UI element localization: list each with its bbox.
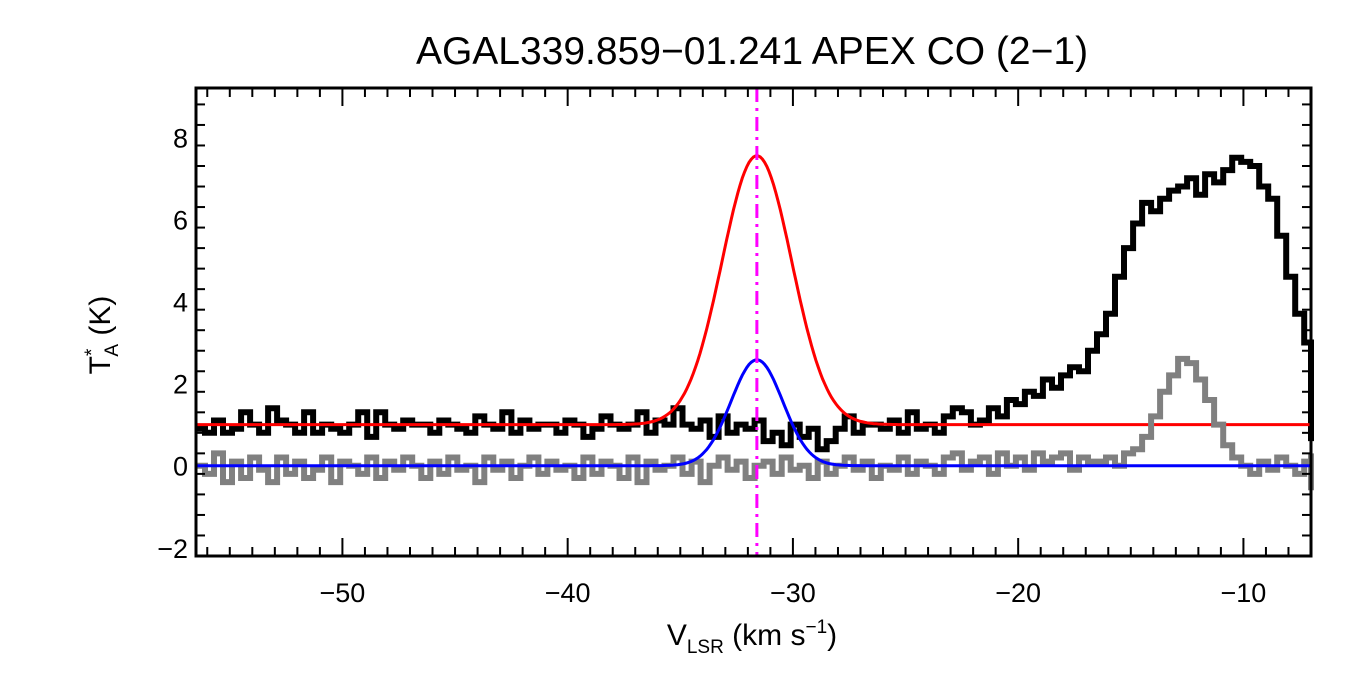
- y-tick-label: 4: [173, 287, 188, 317]
- plot-frame: [194, 86, 1313, 558]
- fit-series-3: [196, 358, 1311, 468]
- y-tick-label: 6: [173, 205, 188, 235]
- x-axis-label: VLSR (km s−1): [667, 617, 837, 658]
- y-tick-label: −2: [157, 534, 188, 564]
- x-tick-label: −40: [545, 578, 591, 608]
- x-tick-label: −10: [1221, 578, 1267, 608]
- y-tick-label: 2: [173, 370, 188, 400]
- data-layer: [196, 88, 1314, 556]
- chart-title: AGAL339.859−01.241 APEX CO (2−1): [416, 30, 1088, 73]
- spectrum-series-0: [196, 154, 1314, 453]
- x-tick-label: −20: [995, 578, 1041, 608]
- y-axis-label: T*A (K): [82, 296, 123, 375]
- x-tick-label: −50: [320, 578, 366, 608]
- fit-series-1: [196, 154, 1311, 427]
- y-tick-label: 8: [173, 123, 188, 153]
- y-tick-label: 0: [173, 452, 188, 482]
- x-tick-label: −30: [770, 578, 816, 608]
